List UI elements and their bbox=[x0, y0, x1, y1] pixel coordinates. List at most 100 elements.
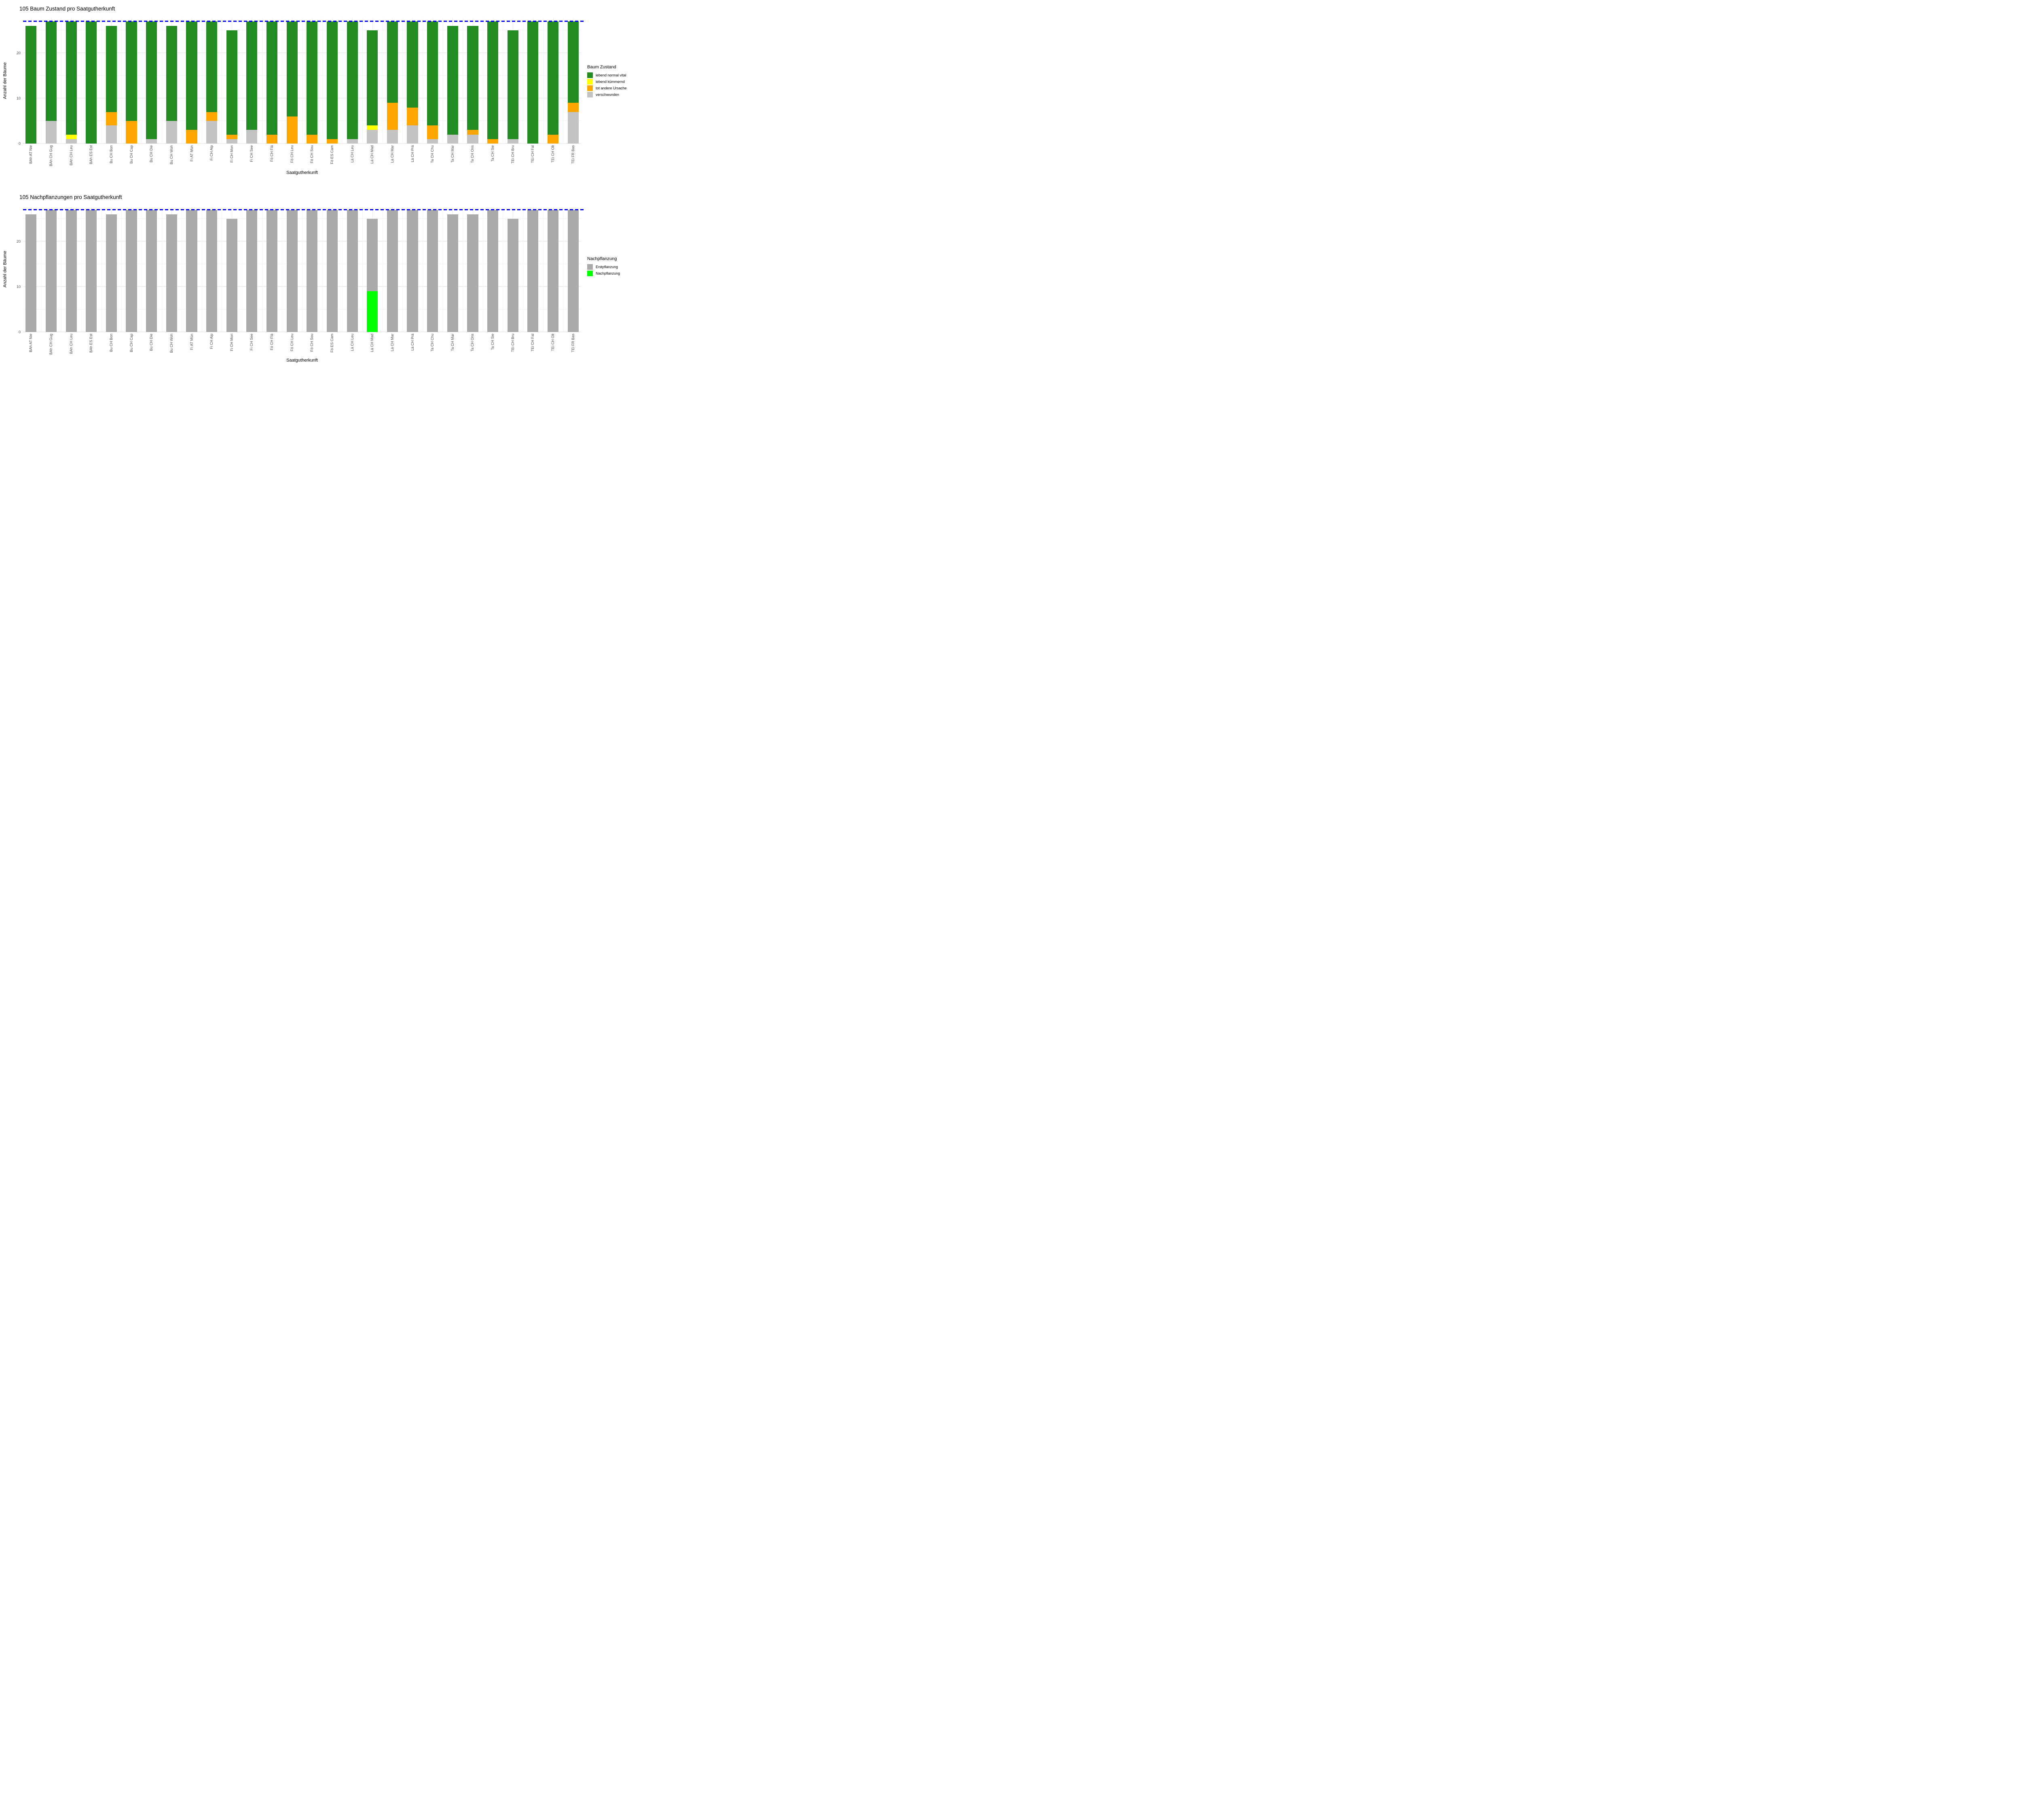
chart1-legend: Baum Zustand lebend normal vital lebend k… bbox=[587, 65, 627, 98]
x-tick-label: TEi CH Fal bbox=[531, 145, 535, 163]
x-gridline-minor bbox=[41, 18, 42, 144]
x-gridline-minor bbox=[81, 18, 82, 144]
x-tick-label: Fö CH Flä bbox=[270, 145, 274, 162]
bar-segment-lebend-normal-vital bbox=[166, 26, 177, 121]
legend-label: lebend normal vital bbox=[596, 73, 626, 77]
bar-segment-lebend-normal-vital bbox=[367, 30, 378, 126]
bar-segment-erstpflanzung bbox=[226, 219, 237, 332]
x-gridline-minor bbox=[41, 207, 42, 332]
bar-segment-verschwunden bbox=[246, 130, 258, 144]
x-gridline-minor bbox=[342, 207, 343, 332]
x-tick-label: BAh CH Gug bbox=[49, 145, 53, 167]
legend-swatch bbox=[587, 264, 593, 270]
x-tick-label: Bu CH Cap bbox=[129, 334, 133, 352]
bar-segment-lebend-normal-vital bbox=[146, 21, 157, 139]
bar-segment-tot-andere-ursache bbox=[186, 130, 197, 144]
x-tick-label: Fi CH Mon bbox=[229, 334, 234, 351]
legend-item: Erstpflanzung bbox=[587, 264, 620, 270]
bar-segment-erstpflanzung bbox=[246, 210, 258, 332]
chart2-title: 105 Nachpflanzungen pro Saatgutherkunft bbox=[19, 194, 122, 200]
bar-segment-lebend-kümmernd bbox=[367, 125, 378, 130]
x-gridline-minor bbox=[342, 18, 343, 144]
bar-segment-verschwunden bbox=[166, 121, 177, 144]
bar-segment-verschwunden bbox=[106, 125, 117, 144]
bar-segment-tot-andere-ursache bbox=[487, 139, 499, 144]
x-gridline-minor bbox=[362, 207, 363, 332]
bar-segment-lebend-normal-vital bbox=[507, 30, 518, 139]
bar-segment-erstpflanzung bbox=[387, 210, 398, 332]
bar-segment-erstpflanzung bbox=[407, 210, 418, 332]
bar-segment-verschwunden bbox=[387, 130, 398, 144]
bar-segment-lebend-normal-vital bbox=[567, 21, 579, 103]
bar-segment-lebend-normal-vital bbox=[246, 21, 258, 130]
bar-segment-nachpflanzung bbox=[367, 291, 378, 332]
bar-segment-erstpflanzung bbox=[427, 210, 438, 332]
bar-segment-lebend-kümmernd bbox=[66, 134, 77, 139]
x-tick-label: Bu CH Die bbox=[149, 145, 154, 163]
x-tick-label: Fi CH Mon bbox=[229, 145, 234, 163]
bar-segment-erstpflanzung bbox=[106, 214, 117, 332]
x-tick-label: Fö CH Sou bbox=[310, 145, 314, 163]
x-tick-label: Ta CH Ons bbox=[470, 145, 475, 163]
x-tick-label: TEi FR Bas bbox=[571, 334, 575, 353]
y-tick-label: 10 bbox=[16, 285, 21, 289]
bar-segment-erstpflanzung bbox=[25, 214, 37, 332]
legend-item: tot andere Ursache bbox=[587, 85, 627, 91]
bar-segment-erstpflanzung bbox=[126, 210, 137, 332]
bar-segment-verschwunden bbox=[507, 139, 518, 144]
bar-segment-erstpflanzung bbox=[447, 214, 458, 332]
bar-segment-tot-andere-ursache bbox=[407, 107, 418, 126]
bar-segment-tot-andere-ursache bbox=[467, 130, 478, 135]
x-gridline-minor bbox=[543, 18, 544, 144]
bar-segment-erstpflanzung bbox=[567, 210, 579, 332]
bar-segment-erstpflanzung bbox=[186, 210, 197, 332]
bar-segment-erstpflanzung bbox=[86, 210, 97, 332]
bar-segment-lebend-normal-vital bbox=[467, 26, 478, 130]
bar-segment-erstpflanzung bbox=[507, 219, 518, 332]
bar-segment-lebend-normal-vital bbox=[206, 21, 218, 112]
x-tick-label: Ta CH Mar bbox=[450, 145, 455, 163]
bar-segment-erstpflanzung bbox=[146, 210, 157, 332]
bar-segment-lebend-normal-vital bbox=[427, 21, 438, 126]
x-gridline-minor bbox=[322, 18, 323, 144]
chart1-legend-title: Baum Zustand bbox=[587, 65, 616, 70]
legend-label: verschwunden bbox=[596, 93, 620, 97]
reference-line-dashed bbox=[23, 209, 585, 211]
bar-segment-lebend-normal-vital bbox=[527, 21, 539, 144]
bar-segment-lebend-normal-vital bbox=[547, 21, 559, 135]
x-tick-label: Lä CH Leu bbox=[350, 334, 354, 351]
legend-label: lebend kümmernd bbox=[596, 80, 625, 84]
bar-segment-lebend-normal-vital bbox=[286, 21, 298, 116]
chart2-x-axis-title: Saatgutherkunft bbox=[286, 358, 318, 363]
x-tick-label: BAh ES Est bbox=[89, 145, 93, 165]
legend-label: tot andere Ursache bbox=[596, 86, 627, 90]
bar-segment-lebend-normal-vital bbox=[407, 21, 418, 108]
bar-segment-tot-andere-ursache bbox=[206, 112, 218, 121]
bar-segment-erstpflanzung bbox=[467, 214, 478, 332]
bar-segment-tot-andere-ursache bbox=[307, 134, 318, 144]
x-tick-label: BAh ES Est bbox=[89, 334, 93, 353]
x-tick-label: TEi CH Olt bbox=[551, 145, 555, 163]
bar-segment-lebend-normal-vital bbox=[106, 26, 117, 112]
bar-segment-lebend-normal-vital bbox=[447, 26, 458, 135]
bar-segment-verschwunden bbox=[447, 134, 458, 144]
chart1-x-axis-title: Saatgutherkunft bbox=[286, 170, 318, 175]
bar-segment-lebend-normal-vital bbox=[326, 21, 338, 139]
x-tick-label: Fö ES Cam bbox=[330, 145, 334, 164]
x-tick-label: Bu CH Bon bbox=[109, 334, 113, 352]
bar-segment-lebend-normal-vital bbox=[307, 21, 318, 135]
x-tick-label: Fi CH See bbox=[250, 145, 254, 162]
bar-segment-tot-andere-ursache bbox=[326, 139, 338, 144]
x-tick-label: Fö CH Leu bbox=[290, 334, 294, 351]
legend-swatch bbox=[587, 271, 593, 276]
bar-segment-lebend-normal-vital bbox=[487, 21, 499, 139]
bar-segment-erstpflanzung bbox=[66, 210, 77, 332]
x-gridline-minor bbox=[543, 207, 544, 332]
bar-segment-lebend-normal-vital bbox=[266, 21, 278, 135]
y-tick-label: 20 bbox=[16, 239, 21, 244]
x-tick-label: Lä CH Prä bbox=[410, 145, 415, 163]
x-tick-label: BAh CH Leu bbox=[69, 145, 73, 166]
bar-segment-erstpflanzung bbox=[166, 214, 177, 332]
x-tick-label: Fi CH Alp bbox=[209, 334, 214, 349]
bar-segment-lebend-normal-vital bbox=[25, 26, 37, 144]
